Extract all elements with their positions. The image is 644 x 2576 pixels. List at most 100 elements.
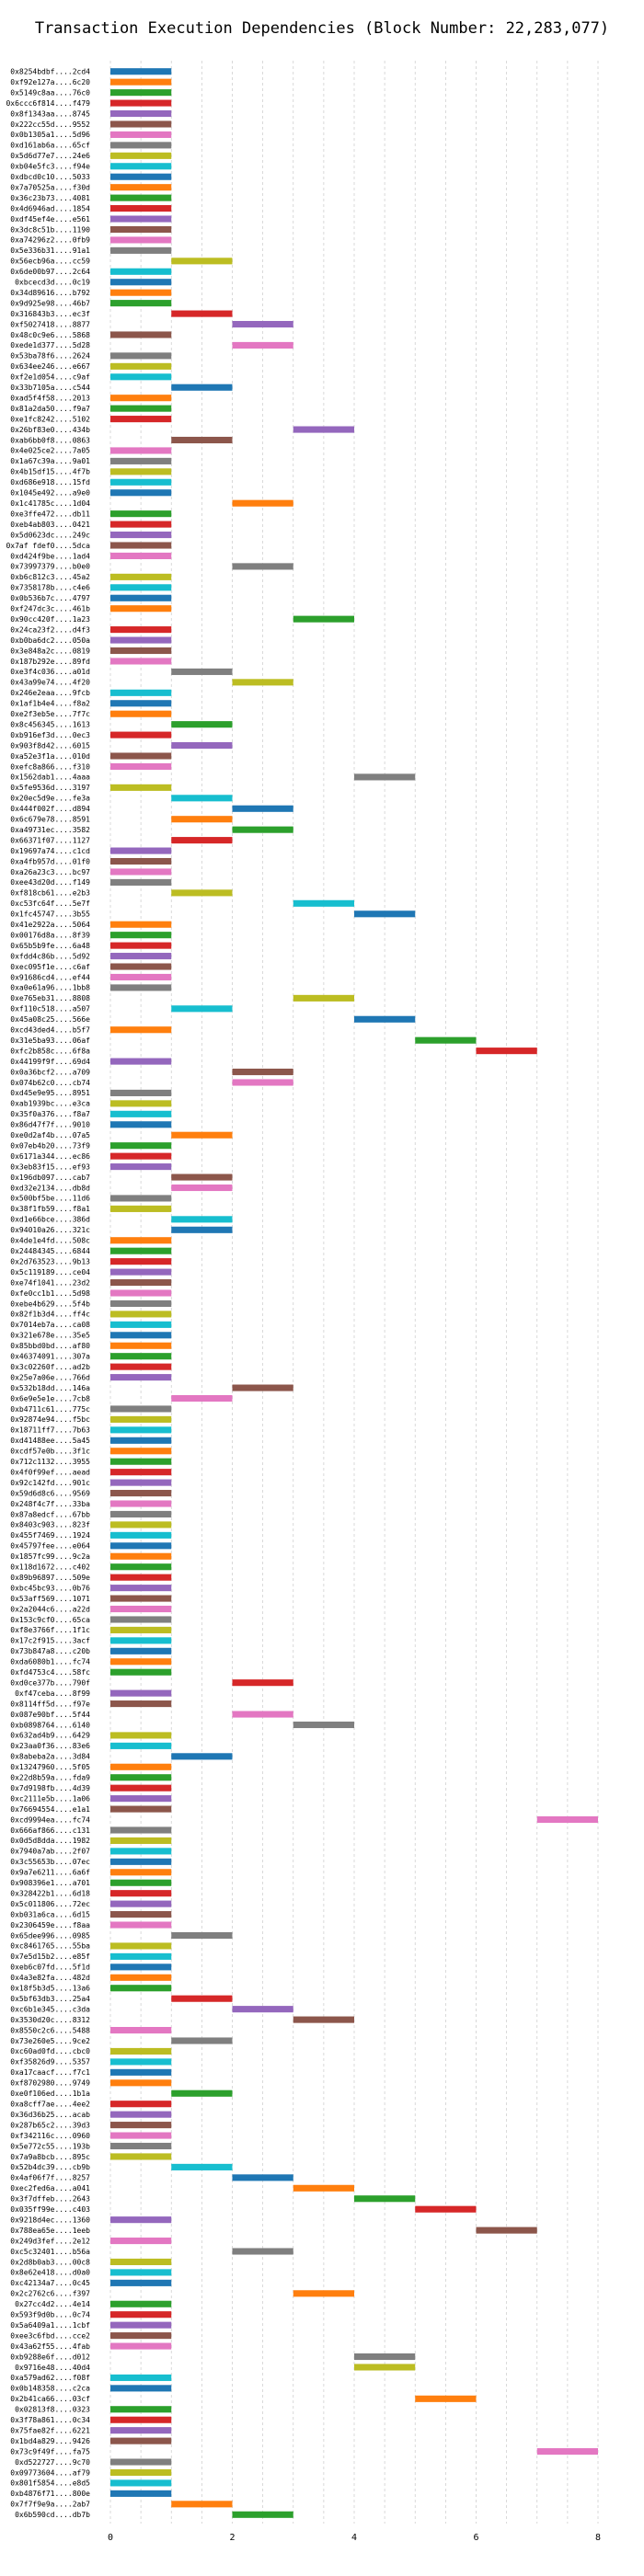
transaction-label: 0x7358178b....c4e6 [10,584,90,592]
transaction-label: 0x593f9d0b....0c74 [10,2311,90,2319]
transaction-bar [110,1163,172,1171]
transaction-label: 0xab6bb0f8....0863 [10,436,90,444]
transaction-bar [110,1247,172,1254]
transaction-bar [110,1437,172,1444]
transaction-label: 0x7a9a8bcb....895c [10,2153,90,2161]
transaction-label: 0xe1fc8242....5102 [10,415,90,423]
transaction-label: 0x02813f8....0323 [15,2406,90,2414]
transaction-bar [110,1795,172,1803]
transaction-bar [110,2132,172,2139]
transaction-bar [110,932,172,939]
transaction-bar [110,584,172,591]
transaction-bar [110,1763,172,1770]
transaction-bar [110,405,172,412]
transaction-bar [110,2458,172,2466]
transaction-bar [110,1278,172,1287]
transaction-bar [110,1542,172,1550]
transaction-bar [110,215,172,223]
transaction-bar [110,2238,172,2245]
transaction-bar [110,457,172,464]
transaction-label: 0x65dee996....0985 [10,1931,90,1940]
transaction-bar [171,1174,233,1181]
transaction-bar [110,605,172,613]
transaction-bar [110,1058,172,1065]
transaction-bar [171,721,233,728]
transaction-label: 0x0a36bcf2....a709 [10,1068,90,1076]
transaction-label: 0x3c02260f....ad2b [10,1363,90,1371]
transaction-label: 0x92c142fd....901c [10,1479,90,1487]
transaction-bar [415,1036,477,1044]
transaction-label: 0x118d1672....c402 [10,1563,90,1572]
chart-title: Transaction Execution Dependencies (Bloc… [35,19,609,38]
transaction-label: 0x7d9198fb....4d39 [10,1784,90,1792]
transaction-label: 0x2306459e....f8aa [10,1921,90,1929]
transaction-bar [110,2427,172,2434]
transaction-bar [110,647,172,655]
transaction-bar [110,447,172,454]
transaction-bar [110,1026,172,1034]
transaction-label: 0x89b96897....509e [10,1574,90,1582]
transaction-bar [110,636,172,644]
transaction-label: 0x903f8d42....6015 [10,741,90,750]
transaction-bar [110,1837,172,1844]
transaction-bar [110,1374,172,1381]
transaction-bar [110,1479,172,1486]
transaction-label: 0xb4876f71....800e [10,2490,90,2498]
transaction-bar [110,552,172,560]
x-tick-label: 8 [595,2533,601,2543]
transaction-bar [232,341,293,349]
transaction-bar [110,1826,172,1834]
transaction-bar [110,973,172,981]
transaction-label: 0x18711ff7....7b63 [10,1426,90,1435]
transaction-bar [110,236,172,244]
transaction-label: 0x316843b3....ec3f [10,310,90,318]
transaction-bar [110,1531,172,1539]
transaction-label: 0x3eb83f15....ef93 [10,1162,90,1171]
transaction-label: 0x66371f07....1127 [10,836,90,844]
transaction-label: 0x76694554....e1a1 [10,1805,90,1814]
transaction-label: 0x4a3e82fa....482d [10,1974,90,1982]
transaction-label: 0x3f78a861....0c34 [10,2416,90,2424]
transaction-label: 0x532b18dd....146a [10,1384,90,1392]
transaction-bar [110,857,172,865]
transaction-bar [110,2111,172,2118]
transaction-label: 0x65b5b9fe....6a48 [10,942,90,950]
transaction-bar [110,2079,172,2087]
transaction-label: 0xfd4753c4....58fc [10,1668,90,1677]
transaction-label: 0x4af06f7f....8257 [10,2174,90,2182]
transaction-bar [171,668,233,675]
transaction-label: 0xede1d377....5d28 [10,341,90,349]
transaction-label: 0x908396e1....a701 [10,1879,90,1887]
transaction-label: 0x45a08c25....566e [10,1015,90,1024]
transaction-label: 0xc8461765....55ba [10,1942,90,1951]
transaction-label: 0x6ccc6f814....f479 [6,99,90,108]
transaction-bar [110,205,172,212]
transaction-label: 0x249d3fef....2e12 [10,2237,90,2245]
transaction-bar [293,426,354,433]
transaction-label: 0x712c1132....3955 [10,1458,90,1466]
transaction-label: 0x087e90bf....5f44 [10,1711,90,1719]
transaction-bar [171,795,233,802]
transaction-label: 0x1a67c39a....9a01 [10,457,90,465]
transaction-label: 0x27cc4d2....4e14 [15,2300,90,2308]
transaction-label: 0x44199f9f....69d4 [10,1058,90,1066]
transaction-label: 0xf2e1d054....c9af [10,373,90,382]
transaction-label: 0xd424f9be....1ad4 [10,552,90,560]
transaction-label: 0xf92e127a....6c20 [10,78,90,86]
transaction-label: 0x5fe9536d....3197 [10,784,90,792]
transaction-label: 0x35f0a376....f8a7 [10,1110,90,1118]
transaction-label: 0x36d36b25....acab [10,2111,90,2119]
transaction-label: 0x9d925e98....46b7 [10,299,90,307]
transaction-label: 0xee43d20d....f149 [10,878,90,887]
transaction-bar [110,2406,172,2413]
transaction-label: 0xb4711c61....775c [10,1405,90,1414]
transaction-label: 0x5149c8aa....76c0 [10,88,90,97]
transaction-bar [110,573,172,580]
transaction-bar [110,78,172,86]
transaction-bar [110,1848,172,1855]
transaction-label: 0x6e9e5e1e....7cb8 [10,1394,90,1402]
transaction-bar [171,2163,233,2170]
transaction-bar [171,384,233,391]
transaction-label: 0x2b41ca66....03cf [10,2395,90,2403]
transaction-label: 0xe74f1041....23d2 [10,1278,90,1287]
